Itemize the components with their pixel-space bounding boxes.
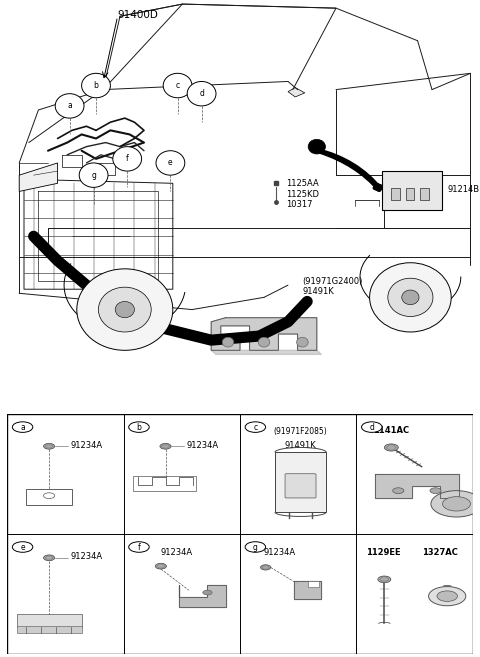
Text: a: a <box>67 101 72 110</box>
Circle shape <box>155 563 167 569</box>
Polygon shape <box>211 318 317 350</box>
Bar <box>26 489 72 505</box>
Circle shape <box>437 591 457 601</box>
Text: g: g <box>91 171 96 179</box>
Text: d: d <box>199 89 204 98</box>
Text: c: c <box>253 422 257 432</box>
Text: e: e <box>168 158 173 168</box>
Circle shape <box>113 147 142 171</box>
Text: 91400D: 91400D <box>118 11 158 20</box>
Circle shape <box>384 444 398 451</box>
Circle shape <box>430 487 441 493</box>
Text: 91234A: 91234A <box>161 548 193 557</box>
FancyBboxPatch shape <box>285 474 316 498</box>
Text: b: b <box>136 422 142 432</box>
Circle shape <box>222 337 234 347</box>
Bar <box>16 626 82 633</box>
Text: 1125AA
1125KD
10317: 1125AA 1125KD 10317 <box>286 179 319 209</box>
Polygon shape <box>180 585 226 607</box>
Text: 91234A: 91234A <box>70 441 102 449</box>
Circle shape <box>261 565 271 570</box>
Circle shape <box>370 263 451 332</box>
Circle shape <box>431 491 480 517</box>
Circle shape <box>443 497 470 511</box>
Text: 91491K: 91491K <box>285 442 316 451</box>
Circle shape <box>115 302 134 318</box>
Text: a: a <box>20 422 25 432</box>
Circle shape <box>393 487 404 493</box>
Circle shape <box>55 94 84 118</box>
Circle shape <box>77 269 173 350</box>
Circle shape <box>163 74 192 98</box>
Circle shape <box>378 576 391 583</box>
Bar <box>16 614 82 627</box>
Circle shape <box>297 337 308 347</box>
Bar <box>406 188 414 200</box>
Circle shape <box>44 555 55 560</box>
Circle shape <box>429 587 466 606</box>
Bar <box>275 452 326 512</box>
Circle shape <box>12 422 33 432</box>
Bar <box>420 188 429 200</box>
Circle shape <box>12 542 33 553</box>
Circle shape <box>361 422 382 432</box>
Circle shape <box>258 337 270 347</box>
Text: f: f <box>126 154 129 164</box>
Text: 91234A: 91234A <box>70 552 102 561</box>
Polygon shape <box>288 87 305 97</box>
Text: 1327AC: 1327AC <box>421 548 457 557</box>
Polygon shape <box>294 581 322 599</box>
Text: 91214B: 91214B <box>447 185 480 194</box>
Circle shape <box>402 290 419 305</box>
Circle shape <box>245 422 265 432</box>
Text: 91234A: 91234A <box>264 548 295 557</box>
Circle shape <box>203 590 212 595</box>
Text: (91971F2085): (91971F2085) <box>274 427 327 436</box>
Text: (91971G2400)
91491K: (91971G2400) 91491K <box>302 277 363 296</box>
Polygon shape <box>19 163 58 191</box>
Circle shape <box>245 542 265 553</box>
Text: 1129EE: 1129EE <box>366 548 400 557</box>
Text: c: c <box>176 81 180 90</box>
Circle shape <box>129 542 149 553</box>
Circle shape <box>160 443 171 449</box>
Circle shape <box>129 422 149 432</box>
Circle shape <box>156 150 185 175</box>
Circle shape <box>44 493 55 499</box>
Bar <box>133 476 196 491</box>
Text: 91234A: 91234A <box>186 441 218 449</box>
Circle shape <box>308 139 325 154</box>
Bar <box>308 581 319 587</box>
Bar <box>391 188 400 200</box>
Text: b: b <box>94 81 98 90</box>
Text: g: g <box>253 543 258 551</box>
Polygon shape <box>375 474 459 498</box>
Circle shape <box>388 278 433 317</box>
Circle shape <box>79 163 108 187</box>
Text: e: e <box>20 543 25 551</box>
Circle shape <box>98 287 151 332</box>
Text: f: f <box>138 543 140 551</box>
Text: 1141AC: 1141AC <box>372 426 409 435</box>
Circle shape <box>82 74 110 98</box>
Circle shape <box>187 81 216 106</box>
Circle shape <box>44 443 55 449</box>
Text: d: d <box>369 422 374 432</box>
FancyBboxPatch shape <box>382 171 442 210</box>
Polygon shape <box>211 350 322 354</box>
